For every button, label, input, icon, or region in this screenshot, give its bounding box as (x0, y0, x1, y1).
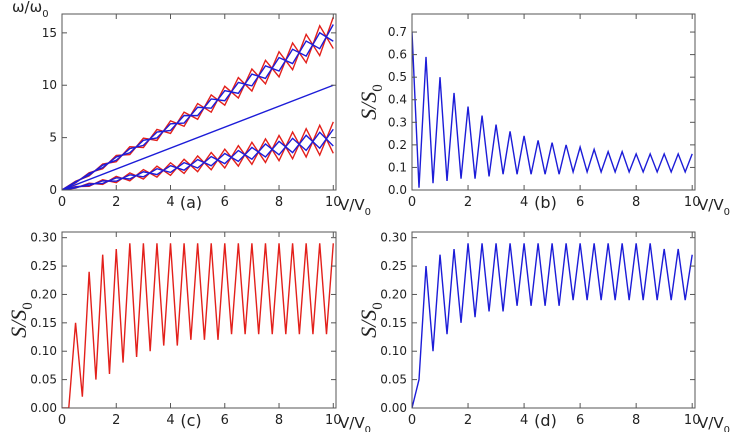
plot-frame (61, 13, 337, 191)
y-tick-label: 0.00 (30, 401, 57, 415)
x-tick-label: 4 (520, 195, 528, 210)
x-axis-label-sub: 0 (724, 425, 730, 432)
series-line (62, 243, 334, 408)
y-tick-label: 0.05 (30, 373, 57, 387)
x-tick-label: 8 (632, 195, 640, 210)
x-axis-label-sub: 0 (365, 207, 371, 218)
y-axis-label: S/S0 (356, 302, 386, 338)
y-axis-label-sub: 0 (20, 302, 36, 310)
y-tick-label: 0.1 (388, 160, 407, 174)
x-tick-label: 10 (684, 195, 701, 210)
y-tick-label: 0.4 (388, 93, 407, 107)
x-tick-label: 2 (464, 195, 472, 210)
x-tick-label: 8 (275, 413, 283, 428)
x-tick-label: 2 (112, 413, 120, 428)
plot-area (62, 243, 334, 408)
panel: 0 2 4 6 8 10 0.00 0.05 0.10 0.15 0.20 0.25 0.30 (c) V/… (6, 231, 371, 432)
y-tick-label: 0.05 (380, 373, 407, 387)
y-tick-label: 0.5 (388, 70, 407, 84)
y-tick-label: 0.00 (380, 401, 407, 415)
y-tick-label: 0.10 (380, 344, 407, 358)
plot-frame (411, 231, 696, 409)
y-tick-label: 0.20 (30, 287, 57, 301)
y-tick-label: 0.30 (30, 231, 57, 245)
y-axis-label-main: ω/ω (12, 0, 42, 16)
y-tick-label: 0.15 (30, 316, 57, 330)
y-tick-label: 0.25 (30, 259, 57, 273)
panel-label: (b) (534, 193, 557, 212)
x-tick-label: 0 (58, 195, 66, 210)
x-tick-label: 6 (221, 413, 229, 428)
y-axis-label-sub: 0 (370, 84, 386, 92)
y-tick-label: 0.30 (380, 231, 407, 245)
y-axis-label-main: S/S (6, 310, 31, 338)
x-tick-label: 10 (325, 413, 342, 428)
x-tick-label: 8 (275, 195, 283, 210)
x-tick-label: 0 (408, 195, 416, 210)
x-tick-label: 6 (221, 195, 229, 210)
x-axis-label-main: V/V (698, 196, 724, 214)
plot-area (62, 16, 334, 190)
y-axis-label-sub: 0 (370, 302, 386, 310)
x-tick-label: 2 (112, 195, 120, 210)
x-tick-label: 6 (576, 413, 584, 428)
panel: 0 2 4 6 8 100.00.10.20.30.40.50.60.7(b) V/V0S/… (356, 13, 730, 218)
x-tick-label: 8 (632, 413, 640, 428)
plot-frame (411, 13, 696, 191)
y-axis-label: ω/ω0 (12, 0, 49, 20)
y-tick-label: 0.15 (380, 316, 407, 330)
plot-frame (61, 231, 337, 409)
y-tick-label: 0.25 (380, 259, 407, 273)
panel-label: (d) (534, 411, 557, 430)
x-tick-label: 0 (58, 413, 66, 428)
y-axis-label-main: S/S (356, 310, 381, 338)
x-axis-label-sub: 0 (365, 425, 371, 432)
y-tick-label: 0.10 (30, 344, 57, 358)
plot-area (412, 243, 693, 408)
panel: 0 2 4 6 8 10 0.00 0.05 0.10 0.15 0.20 0.25 0.30 (d) V/… (356, 231, 730, 432)
y-tick-label: 0.7 (388, 25, 407, 39)
x-axis-label-main: V/V (339, 414, 365, 432)
x-axis-label: V/V0 (698, 414, 730, 432)
x-tick-label: 4 (520, 413, 528, 428)
y-tick-label: 0.20 (380, 287, 407, 301)
y-tick-label: 5 (49, 131, 57, 145)
x-tick-label: 10 (684, 413, 701, 428)
y-tick-label: 0.3 (388, 115, 407, 129)
series-line (62, 84, 334, 190)
y-axis-label: S/S0 (6, 302, 36, 338)
panel-label: (c) (180, 411, 201, 430)
x-axis-label-main: V/V (339, 196, 365, 214)
y-tick-label: 0.0 (388, 183, 407, 197)
series-line (412, 243, 693, 408)
y-axis-label-sub: 0 (42, 9, 48, 20)
plot-area (412, 32, 693, 188)
x-axis-label: V/V0 (698, 196, 730, 218)
x-tick-label: 4 (166, 413, 174, 428)
y-tick-label: 0.2 (388, 138, 407, 152)
y-tick-label: 15 (42, 26, 57, 40)
x-axis-label: V/V0 (339, 196, 371, 218)
x-axis-label-main: V/V (698, 414, 724, 432)
x-axis-label-sub: 0 (724, 207, 730, 218)
y-tick-label: 0 (49, 183, 57, 197)
y-tick-label: 0.6 (388, 48, 407, 62)
x-tick-label: 0 (408, 413, 416, 428)
x-tick-label: 4 (166, 195, 174, 210)
y-axis-label: S/S0 (356, 84, 386, 120)
panel-label: (a) (180, 193, 202, 212)
x-axis-label: V/V0 (339, 414, 371, 432)
series-line (62, 131, 334, 190)
x-tick-label: 6 (576, 195, 584, 210)
series-line (412, 32, 693, 188)
series-line (62, 31, 334, 190)
y-tick-label: 10 (42, 78, 57, 92)
y-axis-label-main: S/S (356, 92, 381, 120)
x-tick-label: 2 (464, 413, 472, 428)
x-tick-label: 10 (325, 195, 342, 210)
